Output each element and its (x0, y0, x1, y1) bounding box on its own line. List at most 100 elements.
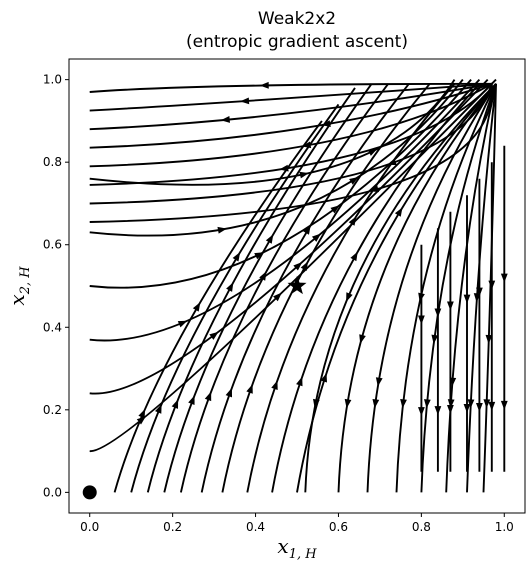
stream-arrow (488, 401, 496, 411)
streamline (130, 103, 340, 493)
stream-arrow (350, 251, 358, 262)
stream-arrow (369, 185, 380, 193)
x-tick-label: 0.2 (163, 520, 182, 534)
streamline (89, 82, 492, 93)
stream-arrow (434, 308, 442, 318)
stream-arrow (138, 408, 146, 419)
stream-arrow (446, 301, 454, 311)
streamline (89, 78, 489, 395)
y-axis-label: x2, H (5, 266, 33, 306)
x-tick-label: 0.6 (329, 520, 348, 534)
y-tick-label: 0.2 (43, 403, 62, 417)
stream-arrow (254, 252, 264, 260)
stream-arrow (400, 399, 407, 409)
stream-arrow (220, 116, 230, 123)
stream-arrow (320, 372, 327, 383)
stream-arrow (500, 273, 508, 283)
streamline (89, 78, 481, 342)
stream-arrow (446, 405, 454, 414)
streamline (482, 83, 497, 493)
x-tick-label: 1.0 (495, 520, 514, 534)
x-tick-label: 0.4 (246, 520, 265, 534)
streamline (366, 83, 497, 493)
stream-arrow (209, 331, 219, 340)
stream-arrow (387, 158, 397, 166)
streamline (420, 83, 497, 493)
streamline (89, 83, 493, 186)
stream-arrow (300, 261, 308, 271)
stream-arrow (296, 376, 303, 387)
streamline (304, 83, 497, 493)
stream-arrow (204, 391, 212, 402)
streamline (146, 87, 356, 493)
streamline (395, 83, 497, 493)
stream-arrow (240, 97, 250, 105)
stream-arrow (346, 292, 353, 302)
streamline (271, 83, 481, 493)
x-axis-ticks: 0.0 0.2 0.4 0.6 0.8 1.0 (80, 513, 514, 534)
stream-arrow (349, 177, 359, 185)
streamline (89, 79, 456, 186)
x-axis-label: x1, H (277, 534, 317, 562)
stream-arrow (232, 252, 241, 262)
stream-arrow (273, 292, 282, 302)
equilibrium-circle-marker (82, 485, 97, 500)
stream-arrow (473, 293, 481, 303)
streamline (89, 78, 472, 289)
stream-arrow (313, 398, 320, 409)
stream-arrow (372, 398, 380, 409)
y-tick-label: 0.8 (43, 155, 62, 169)
stream-arrow (217, 226, 227, 234)
stream-arrow (423, 399, 431, 409)
stream-arrow (301, 141, 312, 149)
stream-arrow (467, 399, 475, 409)
stream-arrow (485, 334, 493, 344)
x-tick-label: 0.0 (80, 520, 99, 534)
stream-arrow (259, 81, 269, 89)
x-axis-label-base: x (277, 534, 288, 558)
stream-arrow (488, 280, 496, 290)
stream-arrow (259, 271, 267, 281)
y-axis-ticks: 0.0 0.2 0.4 0.6 0.8 1.0 (43, 73, 69, 499)
stream-arrow (417, 315, 425, 325)
streamline (221, 83, 431, 493)
stream-arrow (344, 398, 352, 409)
streamline (89, 83, 493, 223)
stream-arrow (192, 302, 201, 312)
stream-arrow (136, 416, 146, 425)
y-tick-label: 0.0 (43, 485, 62, 499)
stream-arrow (431, 334, 439, 344)
stream-arrow (171, 399, 179, 409)
stream-arrow (271, 380, 278, 390)
y-axis-label-sub: 2, H (18, 266, 33, 296)
stream-arrow (434, 406, 442, 416)
streamline (113, 120, 323, 493)
stream-arrow (475, 403, 483, 412)
stream-arrow (279, 164, 289, 172)
streamline (89, 83, 493, 205)
streamline (89, 82, 493, 149)
stream-arrow (311, 233, 322, 242)
streamline (445, 83, 497, 493)
stream-arrow (348, 216, 357, 226)
stream-arrow (449, 377, 457, 387)
stream-arrow (475, 287, 483, 297)
stream-arrow (303, 225, 311, 235)
stream-arrow (375, 377, 383, 387)
stream-arrow (321, 120, 331, 127)
y-tick-label: 0.6 (43, 238, 62, 252)
streamline (89, 82, 493, 168)
stream-arrow (188, 395, 195, 405)
stream-arrow (226, 282, 234, 292)
stream-arrow (155, 404, 162, 414)
y-axis-label-base: x (5, 294, 29, 305)
stream-arrow (463, 294, 471, 304)
streamline (337, 83, 497, 493)
arrowheads-group (136, 81, 508, 425)
y-tick-label: 1.0 (43, 73, 62, 87)
chart-title: Weak2x2 (258, 9, 336, 29)
stream-arrow (418, 292, 425, 303)
stream-arrow (330, 205, 340, 214)
stream-arrow (246, 384, 253, 394)
streamlines-group (89, 78, 506, 493)
